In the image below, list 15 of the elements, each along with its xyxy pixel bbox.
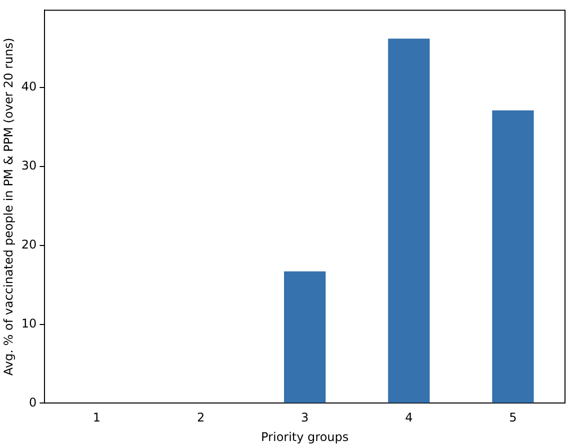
x-tick-label: 4 [405, 410, 413, 425]
y-axis-title: Avg. % of vaccinated people in PM & PPM (over 20 runs) [1, 38, 16, 376]
y-tick-label: 0 [29, 395, 37, 410]
x-tick-label: 2 [196, 410, 205, 425]
y-tick-label: 40 [21, 80, 37, 94]
y-tick-label: 10 [21, 316, 37, 330]
x-tick-label: 1 [92, 410, 101, 425]
bar [492, 110, 534, 403]
x-tick-label: 5 [509, 410, 517, 425]
bar [284, 271, 326, 403]
x-tick-label: 3 [301, 410, 309, 425]
bar [388, 38, 430, 403]
y-tick-label: 30 [21, 158, 37, 173]
y-tick-label: 20 [21, 237, 37, 252]
x-axis-title: Priority groups [261, 430, 349, 444]
